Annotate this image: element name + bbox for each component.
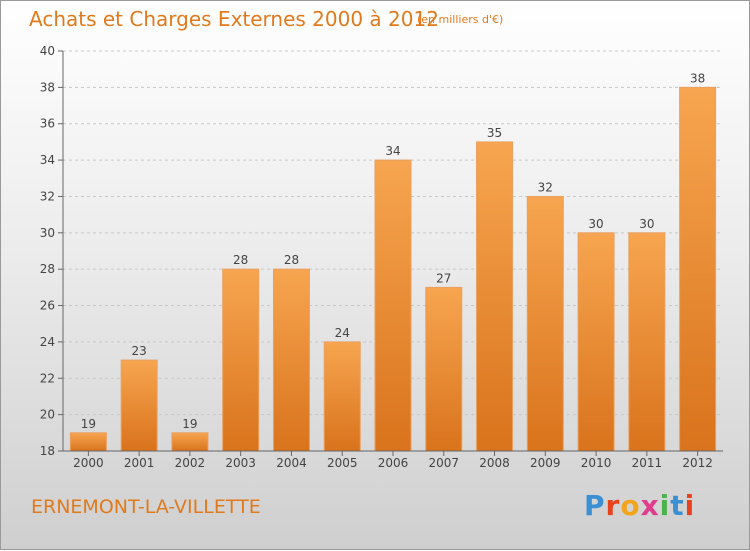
- y-tick-label: 30: [40, 226, 55, 240]
- logo-letter: o: [620, 489, 641, 522]
- x-tick-label: 2010: [581, 456, 612, 470]
- bar: [526, 195, 564, 452]
- y-tick-label: 34: [40, 153, 55, 167]
- logo-letter: i: [684, 489, 696, 522]
- logo-letter: P: [584, 489, 606, 522]
- bar: [577, 232, 615, 452]
- bar: [374, 159, 412, 452]
- x-tick-label: 2000: [73, 456, 104, 470]
- data-label: 19: [182, 417, 197, 431]
- data-label: 23: [132, 344, 147, 358]
- x-tick-label: 2007: [428, 456, 459, 470]
- data-label: 35: [487, 126, 502, 140]
- bar: [323, 341, 361, 452]
- y-tick-label: 40: [40, 44, 55, 58]
- x-tick-label: 2006: [378, 456, 409, 470]
- x-tick-label: 2004: [276, 456, 307, 470]
- data-label: 28: [284, 253, 299, 267]
- x-tick-label: 2003: [225, 456, 256, 470]
- bar: [628, 232, 666, 452]
- y-tick-label: 28: [40, 262, 55, 276]
- chart-subtitle: (en milliers d'€): [417, 13, 504, 26]
- y-tick-label: 18: [40, 444, 55, 458]
- x-tick-label: 2005: [327, 456, 358, 470]
- chart-title: Achats et Charges Externes 2000 à 2012: [29, 7, 439, 31]
- bar: [272, 268, 310, 452]
- logo-letter: r: [605, 489, 621, 522]
- bar: [120, 359, 158, 452]
- x-tick-label: 2011: [632, 456, 663, 470]
- bar: [425, 286, 463, 452]
- x-axis-ticks: 2000 2001 2002 2003 2004 2005 2006 2007 2008 2009…: [73, 451, 713, 470]
- data-label: 38: [690, 71, 705, 85]
- proxiti-logo[interactable]: Proxiti: [584, 489, 695, 522]
- data-label: 24: [335, 326, 350, 340]
- city-name: ERNEMONT-LA-VILLETTE: [31, 496, 261, 518]
- y-axis-ticks: 18 20 22 24 26 28 30 32 34 36 38 40: [40, 44, 63, 458]
- axes: [62, 51, 723, 452]
- logo-letter: i: [659, 489, 671, 522]
- y-tick-label: 32: [40, 189, 55, 203]
- bar: [171, 432, 209, 452]
- y-tick-label: 38: [40, 80, 55, 94]
- data-label: 28: [233, 253, 248, 267]
- data-label: 32: [538, 180, 553, 194]
- bar: [69, 432, 107, 452]
- y-tick-label: 20: [40, 408, 55, 422]
- bar: [679, 86, 717, 452]
- data-label: 30: [588, 217, 603, 231]
- bar: [222, 268, 260, 452]
- data-label: 27: [436, 271, 451, 285]
- y-tick-label: 22: [40, 371, 55, 385]
- data-label: 30: [639, 217, 654, 231]
- bars: [69, 86, 717, 452]
- bar: [476, 141, 514, 452]
- x-tick-label: 2012: [682, 456, 713, 470]
- y-tick-label: 26: [40, 299, 55, 313]
- logo-letter: t: [670, 489, 685, 522]
- data-labels: 19 23 19 28 28 24 34 27 35 32 30 30 38: [81, 71, 706, 430]
- x-tick-label: 2008: [479, 456, 510, 470]
- x-tick-label: 2002: [175, 456, 206, 470]
- x-tick-label: 2001: [124, 456, 155, 470]
- logo-letter: x: [640, 489, 660, 522]
- y-tick-label: 36: [40, 117, 55, 131]
- y-tick-label: 24: [40, 335, 55, 349]
- data-label: 19: [81, 417, 96, 431]
- data-label: 34: [385, 144, 400, 158]
- x-tick-label: 2009: [530, 456, 561, 470]
